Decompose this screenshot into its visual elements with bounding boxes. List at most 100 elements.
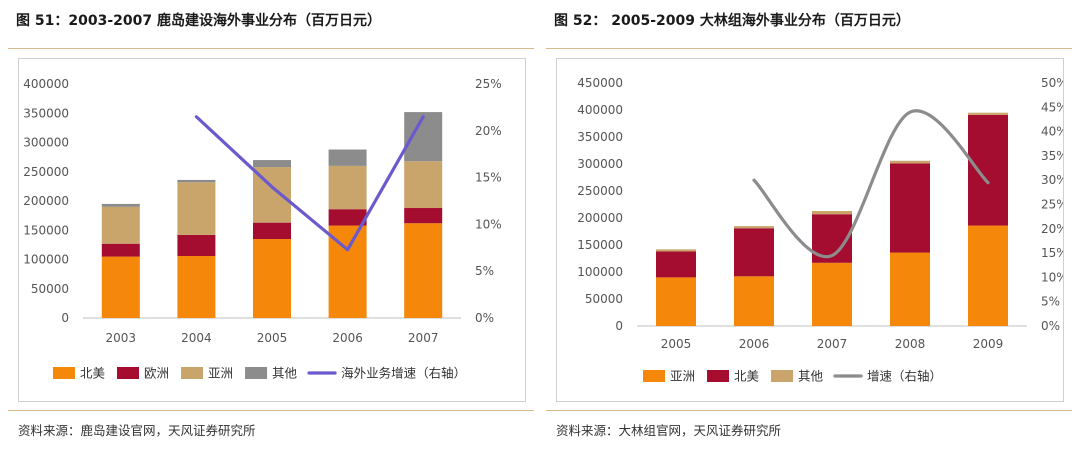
legend-swatch-0 [53,367,75,379]
x-tick-label: 2007 [817,337,848,351]
bar-2004-series-1 [177,234,216,256]
y-right-tick-label: 30% [1041,173,1063,187]
legend-label-0: 亚洲 [670,369,695,384]
legend-label-1: 北美 [734,369,759,384]
y-left-tick-label: 200000 [23,194,69,208]
y-left-tick-label: 100000 [577,265,623,279]
y-left-tick-label: 0 [61,311,69,325]
y-right-tick-label: 45% [1041,100,1063,114]
bar-2005-series-2 [656,249,696,252]
y-right-tick-label: 35% [1041,149,1063,163]
figure-51-source: 资料来源：鹿岛建设官网，天风证券研究所 [18,423,256,438]
y-left-tick-label: 300000 [23,136,69,150]
legend-line-label: 海外业务增速（右轴） [341,366,466,381]
title-divider [8,48,534,49]
figure-52-chart-frame: 0 50000 100000 150000 200000 250000 300000 3500… [556,58,1064,402]
bar-2008-series-0 [890,252,930,326]
growth-rate-line [194,115,425,252]
legend-swatch-0 [643,370,665,382]
x-tick-label: 2004 [181,331,212,345]
y-left-tick-label: 150000 [23,223,69,237]
bar-2007-series-0 [812,262,852,326]
y-right-tick-label: 10% [475,217,502,231]
legend-label-3: 其他 [272,366,298,381]
figure-51-chart-frame: 0 50000 100000 150000 200000 250000 300000 3500… [18,58,526,402]
y-right-tick-label: 50% [1041,76,1063,90]
bar-2007-series-0 [404,223,443,318]
bar-2005-series-3 [253,160,291,168]
y-right-tick-label: 5% [475,264,494,278]
y-left-tick-label: 250000 [577,184,623,198]
figure-51-panel: 图 51：2003-2007 鹿岛建设海外事业分布（百万日元） 0 50000 10… [8,0,534,466]
y-left-tick-label: 50000 [31,282,69,296]
figure-51-title: 图 51：2003-2007 鹿岛建设海外事业分布（百万日元） [16,13,381,29]
bar-2005-series-1 [656,251,696,278]
bar-2009-series-0 [968,225,1008,326]
bar-2007-series-2 [404,161,443,209]
y-right-tick-label: 15% [475,171,502,185]
x-tick-label: 2005 [257,331,288,345]
figure-52-source: 资料来源：大林组官网，天风证券研究所 [556,423,782,438]
figure-52-panel: 图 52： 2005-2009 大林组海外事业分布（百万日元） 0 50000 10… [546,0,1072,466]
y-left-tick-label: 250000 [23,165,69,179]
y-right-tick-label: 15% [1041,246,1063,260]
legend-swatch-2 [181,367,204,379]
bar-2008-series-2 [890,160,930,164]
bar-2006-series-1 [734,228,774,277]
y-right-tick-label: 5% [1041,295,1060,309]
y-right-tick-label: 20% [475,124,502,138]
bar-2005-series-1 [253,222,291,240]
y-left-tick-label: 0 [615,319,623,333]
bar-2009-series-2 [968,112,1008,115]
bar-2003-series-2 [101,206,140,244]
y-left-tick-label: 300000 [577,157,623,171]
y-left-tick-label: 50000 [585,292,623,306]
bar-2006-series-2 [328,165,367,210]
figure-52-chart: 0 50000 100000 150000 200000 250000 300000 3500… [577,76,1063,384]
legend-swatch-2 [771,370,794,382]
x-tick-label: 2009 [973,337,1004,351]
title-divider [546,48,1072,49]
bar-2007-series-2 [812,210,852,215]
bar-2005-series-0 [656,277,696,326]
y-right-tick-label: 25% [475,77,502,91]
growth-rate-line [752,109,990,259]
bar-2003-series-1 [101,243,140,257]
y-left-tick-label: 450000 [577,76,623,90]
bar-2009-series-1 [968,114,1008,226]
source-divider [546,410,1072,411]
bar-2004-series-3 [177,179,216,183]
source-divider [8,410,534,411]
x-tick-label: 2005 [661,337,692,351]
legend-swatch-3 [245,367,268,379]
legend-swatch-1 [707,370,730,382]
x-tick-label: 2006 [332,331,363,345]
y-left-tick-label: 150000 [577,238,623,252]
bar-2004-series-0 [177,255,216,318]
x-tick-label: 2007 [408,331,439,345]
bar-2003-series-3 [101,203,140,207]
legend-label-0: 北美 [80,366,105,381]
bar-2003-series-0 [101,256,140,318]
y-left-tick-label: 350000 [577,130,623,144]
x-tick-label: 2003 [106,331,137,345]
y-left-tick-label: 350000 [23,106,69,120]
y-right-tick-label: 20% [1041,222,1063,236]
legend-line-label: 增速（右轴） [867,369,942,384]
y-right-tick-label: 0% [475,311,494,325]
bar-2004-series-2 [177,182,216,235]
y-left-tick-label: 200000 [577,211,623,225]
y-left-tick-label: 400000 [23,77,69,91]
figure-52-title: 图 52： 2005-2009 大林组海外事业分布（百万日元） [554,13,910,29]
x-tick-label: 2006 [739,337,770,351]
y-right-tick-label: 25% [1041,198,1063,212]
y-right-tick-label: 40% [1041,125,1063,139]
bar-2006-series-2 [734,226,774,229]
legend-label-2: 亚洲 [208,366,233,381]
figure-51-chart: 0 50000 100000 150000 200000 250000 300000 3500… [23,77,502,381]
bar-2007-series-1 [404,208,443,224]
y-right-tick-label: 0% [1041,319,1060,333]
legend-label-2: 其他 [798,369,824,384]
legend-swatch-1 [117,367,140,379]
bar-2006-series-3 [328,149,367,166]
